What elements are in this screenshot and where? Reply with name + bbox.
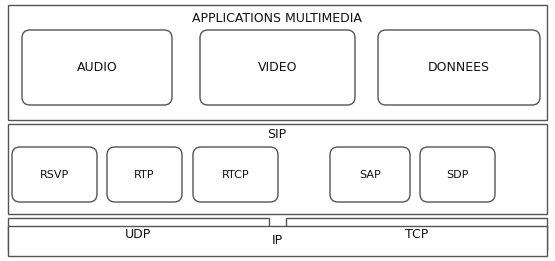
Text: IP: IP [272, 234, 283, 247]
Text: VIDEO: VIDEO [258, 61, 297, 74]
FancyBboxPatch shape [378, 30, 540, 105]
FancyBboxPatch shape [8, 124, 547, 214]
FancyBboxPatch shape [107, 147, 182, 202]
FancyBboxPatch shape [8, 5, 547, 120]
Text: DONNEES: DONNEES [428, 61, 490, 74]
FancyBboxPatch shape [330, 147, 410, 202]
FancyBboxPatch shape [8, 226, 547, 256]
Text: UDP: UDP [125, 228, 152, 240]
FancyBboxPatch shape [8, 218, 269, 250]
FancyBboxPatch shape [286, 218, 547, 250]
FancyBboxPatch shape [22, 30, 172, 105]
FancyBboxPatch shape [420, 147, 495, 202]
Text: RSVP: RSVP [40, 169, 69, 180]
FancyBboxPatch shape [200, 30, 355, 105]
Text: SDP: SDP [446, 169, 468, 180]
Text: SAP: SAP [359, 169, 381, 180]
FancyBboxPatch shape [12, 147, 97, 202]
Text: SIP: SIP [268, 128, 286, 140]
Text: TCP: TCP [405, 228, 428, 240]
Text: AUDIO: AUDIO [77, 61, 117, 74]
Text: RTCP: RTCP [221, 169, 249, 180]
Text: RTP: RTP [134, 169, 155, 180]
Text: APPLICATIONS MULTIMEDIA: APPLICATIONS MULTIMEDIA [192, 11, 362, 25]
FancyBboxPatch shape [193, 147, 278, 202]
